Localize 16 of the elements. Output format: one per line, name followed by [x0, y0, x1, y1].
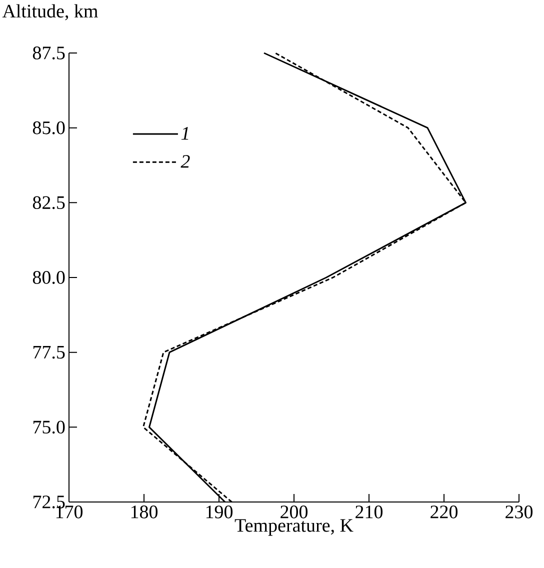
y-tick-label: 87.5 — [32, 46, 65, 60]
y-tick-label: 75.0 — [33, 420, 65, 434]
x-tick-label: 220 — [430, 506, 458, 518]
y-tick-label: 80.0 — [32, 271, 65, 284]
x-tick-label: 190 — [206, 506, 233, 518]
x-tick-label: 210 — [356, 506, 383, 518]
y-tick-label: 77.5 — [33, 346, 65, 359]
y-tick-label: 82.5 — [32, 196, 65, 210]
y-axis-title: Altitude, km — [2, 4, 98, 20]
y-tick-label: 85.0 — [32, 121, 65, 134]
legend-label: 2 — [180, 155, 190, 168]
x-tick-label: 230 — [506, 506, 533, 518]
x-tick-label: 180 — [131, 506, 158, 518]
x-tick-label: 200 — [280, 506, 308, 518]
legend-label: 1 — [181, 127, 188, 140]
x-axis-title: Temperature, K — [234, 519, 354, 536]
